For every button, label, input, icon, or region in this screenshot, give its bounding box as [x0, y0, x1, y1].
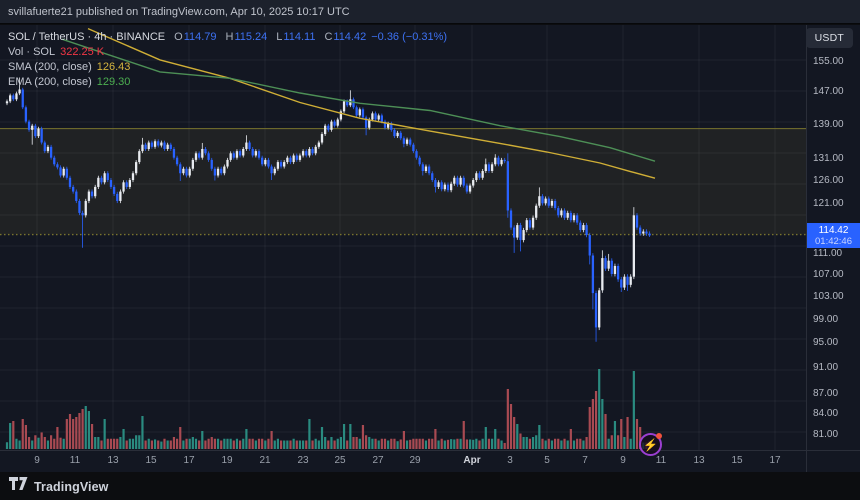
- ema-value: 129.30: [96, 76, 131, 88]
- price-axis-label: 99.00: [813, 313, 839, 325]
- time-axis-label: 15: [145, 455, 157, 466]
- legend-sma-row[interactable]: SMA (200, close) 126.43: [8, 60, 447, 75]
- price-axis-border: [806, 25, 807, 472]
- low-label: L: [276, 31, 283, 43]
- open-value: 114.79: [183, 31, 217, 43]
- time-axis-label: 5: [544, 455, 550, 466]
- bar-countdown: 01:42:46: [815, 235, 852, 247]
- price-axis-label: 107.00: [813, 268, 844, 280]
- time-axis-label: 9: [34, 455, 40, 466]
- price-axis-label: 139.00: [813, 118, 844, 130]
- time-axis[interactable]: 9 11 13 15 17 19 21 23 25 27 29 Apr 3 5 7 9 11 13 15 17: [0, 451, 806, 472]
- time-axis-label: 19: [221, 455, 233, 466]
- tradingview-logo-icon[interactable]: [9, 477, 28, 496]
- lightning-icon: ⚡: [643, 437, 658, 452]
- price-axis-label: 147.00: [813, 86, 844, 98]
- publish-info-text: svillafuerte21 published on TradingView.…: [8, 5, 350, 18]
- close-value: 114.42: [333, 31, 367, 43]
- chart-canvas[interactable]: [0, 25, 860, 472]
- current-price-badge: 114.42 01:42:46: [807, 223, 860, 249]
- time-axis-label: Apr: [463, 455, 481, 466]
- time-axis-label: 11: [69, 455, 81, 466]
- currency-toggle-button[interactable]: USDT: [805, 28, 853, 48]
- volume-label: Vol · SOL: [8, 46, 56, 58]
- ema-label: EMA (200, close): [8, 76, 92, 88]
- notification-dot: [656, 433, 662, 439]
- legend-volume-row[interactable]: Vol · SOL 322.25 K: [8, 45, 447, 60]
- price-axis-label: 81.00: [813, 428, 839, 440]
- time-axis-label: 3: [507, 455, 513, 466]
- time-axis-label: 21: [259, 455, 271, 466]
- time-axis-label: 15: [731, 455, 743, 466]
- time-axis-label: 29: [409, 455, 421, 466]
- time-axis-label: 17: [183, 455, 195, 466]
- price-axis-label: 155.00: [813, 56, 844, 67]
- time-axis-label: 9: [620, 455, 626, 466]
- price-axis[interactable]: 155.00 147.00 139.00 131.00 126.00 121.00 111.…: [807, 25, 860, 450]
- price-axis-label: 121.00: [813, 198, 844, 210]
- price-axis-label: 84.00: [813, 408, 839, 420]
- price-axis-label: 111.00: [813, 247, 843, 259]
- price-axis-label: 91.00: [813, 362, 839, 374]
- time-axis-border: [0, 450, 860, 451]
- current-price: 114.42: [818, 224, 849, 236]
- high-value: 115.24: [234, 31, 268, 43]
- change-value: −0.36 (−0.31%): [371, 31, 448, 43]
- time-axis-label: 7: [582, 455, 588, 466]
- time-axis-label: 13: [693, 455, 705, 466]
- price-axis-label: 131.00: [813, 152, 844, 164]
- volume-value: 322.25 K: [60, 46, 105, 58]
- time-axis-label: 13: [107, 455, 119, 466]
- close-label: C: [324, 31, 333, 43]
- price-axis-label: 87.00: [813, 387, 839, 399]
- low-value: 114.11: [283, 31, 316, 43]
- time-axis-label: 23: [297, 455, 309, 466]
- sma-label: SMA (200, close): [8, 61, 92, 73]
- price-axis-label: 103.00: [813, 290, 844, 302]
- sma-value: 126.43: [96, 61, 131, 73]
- time-axis-label: 17: [769, 455, 781, 466]
- time-axis-label: 27: [372, 455, 384, 466]
- price-axis-label: 95.00: [813, 337, 839, 349]
- publication-marker-icon[interactable]: ⚡: [639, 433, 662, 456]
- time-axis-label: 25: [334, 455, 346, 466]
- price-axis-label: 126.00: [813, 175, 844, 187]
- legend-ema-row[interactable]: EMA (200, close) 129.30: [8, 75, 447, 90]
- open-label: O: [174, 31, 183, 43]
- high-label: H: [225, 31, 234, 43]
- symbol-title: SOL / TetherUS · 4h · BINANCE: [8, 31, 166, 43]
- footer-bar: TradingView: [0, 473, 860, 500]
- tradingview-logo-text[interactable]: TradingView: [34, 479, 109, 494]
- publish-info-bar: svillafuerte21 published on TradingView.…: [0, 0, 860, 24]
- time-axis-label: 11: [655, 455, 667, 466]
